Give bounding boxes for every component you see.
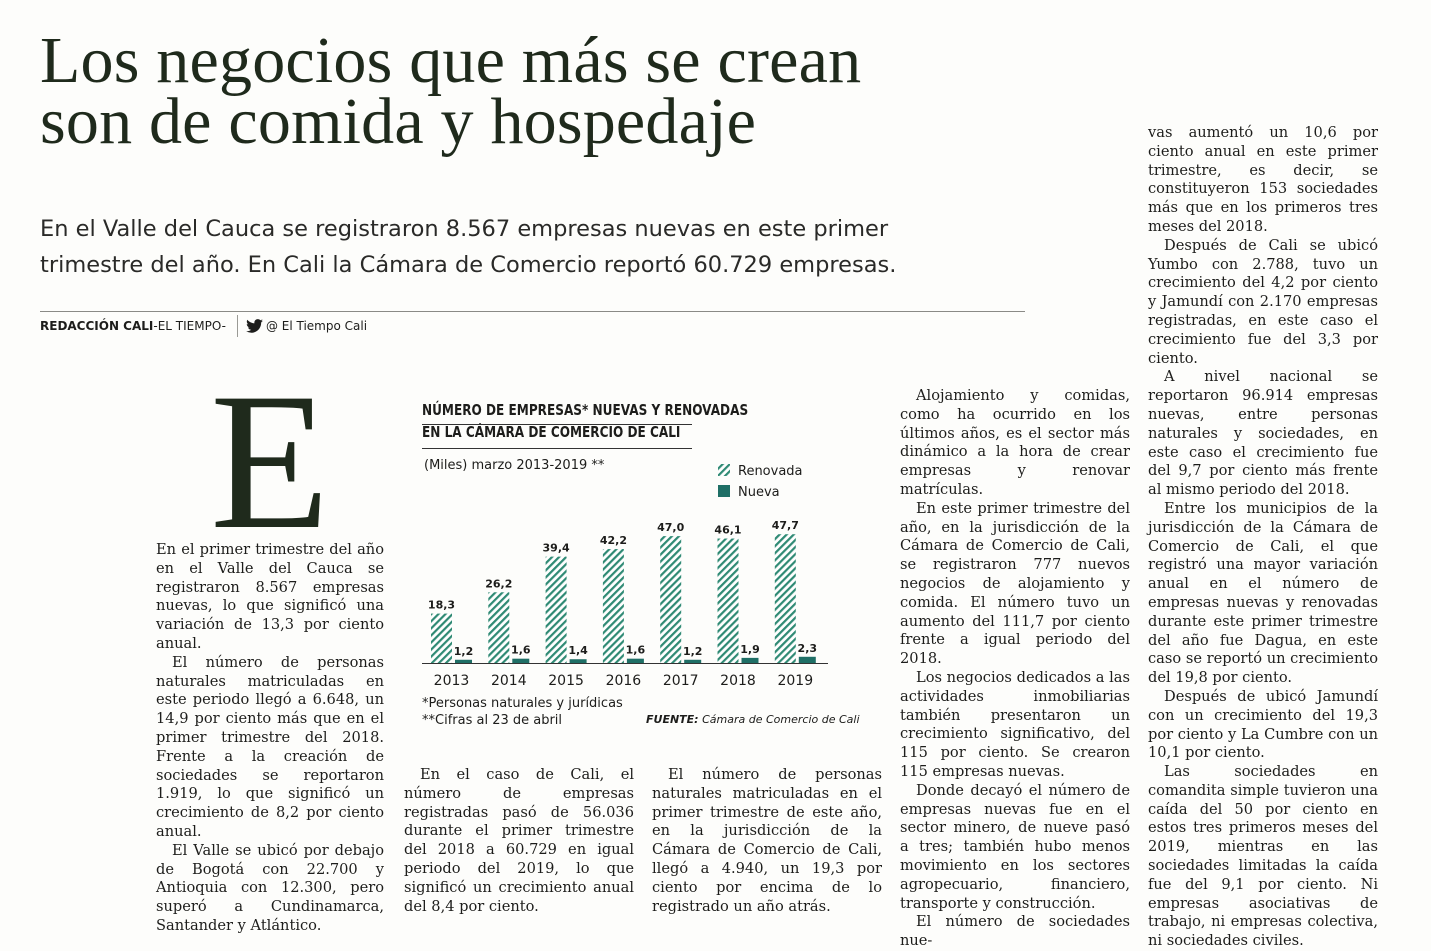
data-label-renovada-2014: 26,2 <box>485 577 512 590</box>
x-tick-label-2019: 2019 <box>777 673 813 689</box>
paragraph: A nivel nacional se reportaron 96.914 em… <box>1148 368 1378 499</box>
chart-title-line: NÚMERO DE EMPRESAS* NUEVAS Y RENOVADAS <box>422 401 749 419</box>
x-tick-label-2013: 2013 <box>434 673 470 689</box>
chart-source: FUENTE: Cámara de Comercio de Cali <box>646 713 860 726</box>
byline-staff: REDACCIÓN CALI <box>40 319 154 333</box>
data-label-nueva-2016: 1,6 <box>626 644 646 657</box>
bar-nueva-2016 <box>626 658 644 663</box>
data-label-renovada-2015: 39,4 <box>543 542 570 555</box>
byline-separator <box>236 315 238 337</box>
bar-renovada-2018 <box>717 538 739 663</box>
data-label-renovada-2016: 42,2 <box>600 534 627 547</box>
legend-label-nueva: Nueva <box>738 485 780 500</box>
headline: Los negocios que más se crean son de com… <box>40 24 1120 158</box>
x-tick-label-2015: 2015 <box>548 673 584 689</box>
bar-renovada-2014 <box>488 592 510 663</box>
bar-nueva-2014 <box>512 658 530 663</box>
x-tick-label-2017: 2017 <box>663 673 699 689</box>
data-label-nueva-2013: 1,2 <box>454 645 474 658</box>
paragraph: Entre los municipios de la jurisdicción … <box>1148 499 1378 687</box>
drop-cap: E <box>210 353 330 570</box>
data-label-renovada-2013: 18,3 <box>428 599 455 612</box>
chart-subtitle: (Miles) marzo 2013-2019 ** <box>424 458 605 473</box>
byline-divider <box>40 311 1025 312</box>
chart-footnote: **Cifras al 23 de abril <box>422 713 563 728</box>
legend-swatch-nueva <box>718 485 730 497</box>
bar-renovada-2017 <box>660 536 682 663</box>
subheadline: En el Valle del Cauca se registraron 8.5… <box>40 211 1040 283</box>
twitter-icon <box>246 319 263 333</box>
bar-nueva-2019 <box>798 656 816 663</box>
byline: REDACCIÓN CALI -EL TIEMPO- @ El Tiempo C… <box>40 315 368 337</box>
chart-legend: Renovada Nueva <box>718 464 803 500</box>
headline-line: son de comida y hospedaje <box>40 85 757 158</box>
data-label-nueva-2014: 1,6 <box>511 644 531 657</box>
data-label-nueva-2018: 1,9 <box>740 643 760 656</box>
paragraph: Donde decayó el número de empresas nueva… <box>900 781 1130 912</box>
paragraph: vas aumentó un 10,6 por ciento anual en … <box>1148 124 1378 235</box>
bar-renovada-2013 <box>431 613 452 663</box>
chart-title: NÚMERO DE EMPRESAS* NUEVAS Y RENOVADAS E… <box>422 399 748 443</box>
chart-title-rule <box>422 448 692 449</box>
twitter-handle[interactable]: @ El Tiempo Cali <box>265 319 368 333</box>
data-label-renovada-2017: 47,0 <box>657 521 684 534</box>
paragraph: En este primer trimestre del año, en la … <box>900 499 1130 668</box>
paragraph: Después de ubicó Jamundí con un crecimie… <box>1148 687 1378 762</box>
x-tick-label-2018: 2018 <box>720 673 756 689</box>
bar-nueva-2017 <box>684 659 702 663</box>
data-label-renovada-2018: 46,1 <box>714 524 741 537</box>
chart-title-line: EN LA CÁMARA DE COMERCIO DE CALI <box>422 423 681 441</box>
subhead-line: trimestre del año. En Cali la Cámara de … <box>40 252 897 278</box>
subhead-line: En el Valle del Cauca se registraron 8.5… <box>40 216 889 242</box>
bar-renovada-2016 <box>602 549 624 663</box>
article-column-4: Alojamiento y comidas, como ha ocurrido … <box>900 387 1130 951</box>
paragraph: El número de personas naturales matricul… <box>156 653 384 840</box>
paragraph: En el primer trimestre del año en el Val… <box>156 541 384 652</box>
legend-swatch-renovada <box>718 464 730 476</box>
chart-source-label: FUENTE: <box>646 713 699 726</box>
article-column-1: En el primer trimestre del año en el Val… <box>156 541 384 936</box>
paragraph: El número de sociedades nue- <box>900 913 1130 950</box>
paragraph: En el caso de Cali, el número de empresa… <box>404 766 634 915</box>
data-label-nueva-2017: 1,2 <box>683 645 703 658</box>
byline-outlet: -EL TIEMPO- <box>153 319 226 333</box>
paragraph: El número de personas naturales matricul… <box>652 766 882 915</box>
data-label-nueva-2019: 2,3 <box>798 642 818 655</box>
headline-line: Los negocios que más se crean <box>40 24 862 97</box>
plot-area: 18,3 1,2 2013 26,2 1,6 2014 39,4 1,4 2015 42,2 1,6… <box>422 519 828 689</box>
data-label-nueva-2015: 1,4 <box>568 644 588 657</box>
article-column-5: vas aumentó un 10,6 por ciento anual en … <box>1148 124 1378 951</box>
x-tick-label-2014: 2014 <box>491 673 527 689</box>
chart-footnotes: *Personas naturales y jurídicas **Cifras… <box>422 695 623 729</box>
chart-source-text: Cámara de Comercio de Cali <box>698 713 860 726</box>
bar-chart: Renovada Nueva 18,3 1,2 2013 26,2 1,6 2014 39,… <box>422 464 828 689</box>
bar-renovada-2019 <box>774 534 796 663</box>
paragraph: Alojamiento y comidas, como ha ocurrido … <box>900 387 1130 498</box>
data-label-renovada-2019: 47,7 <box>772 519 799 532</box>
legend-label-renovada: Renovada <box>738 464 803 479</box>
paragraph: El Valle se ubicó por debajo de Bogotá c… <box>156 841 384 934</box>
article-column-2: En el caso de Cali, el número de empresa… <box>404 766 634 916</box>
paragraph: Las sociedades en comandita simple tuvie… <box>1148 763 1378 950</box>
bar-nueva-2013 <box>455 659 472 663</box>
chart-footnote: *Personas naturales y jurídicas <box>422 696 623 711</box>
article-column-3: El número de personas naturales matricul… <box>652 766 882 916</box>
chart-title-rule <box>422 424 692 425</box>
bar-nueva-2015 <box>569 659 587 663</box>
paragraph: Los negocios dedicados a las actividades… <box>900 668 1130 780</box>
x-tick-label-2016: 2016 <box>606 673 642 689</box>
bar-nueva-2018 <box>741 657 759 663</box>
bar-renovada-2015 <box>545 556 567 663</box>
paragraph: Después de Cali se ubicó Yumbo con 2.788… <box>1148 236 1378 367</box>
